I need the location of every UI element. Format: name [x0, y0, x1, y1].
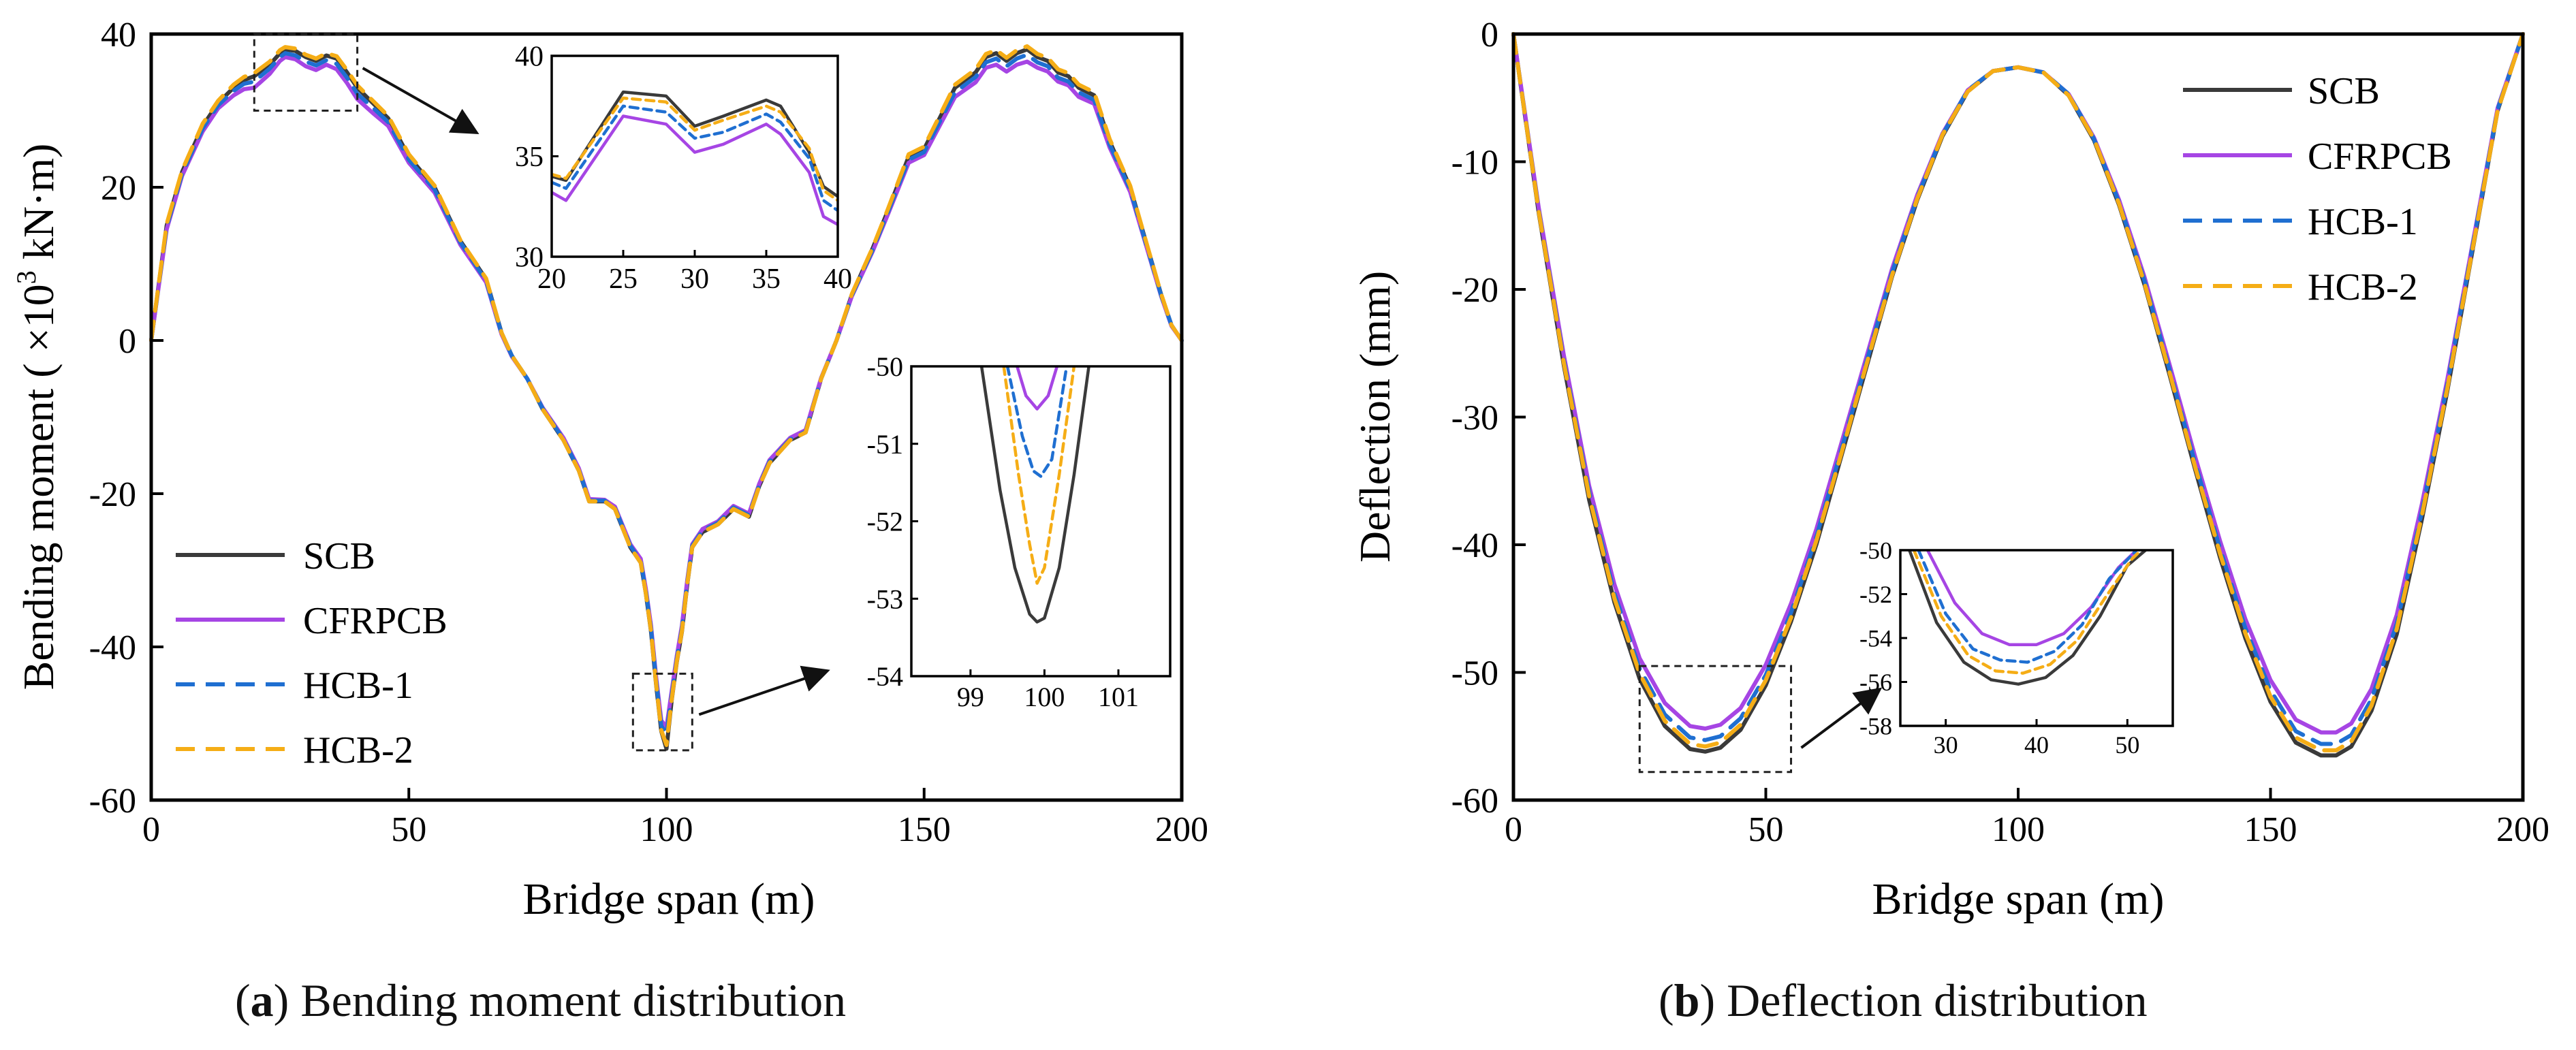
- chart-a-inset-trough-y-tick-label: -53: [867, 584, 903, 614]
- chart-b-inset-trough-x-tick-label: 50: [2115, 731, 2139, 759]
- chart-b-y-tick-label: 0: [1481, 16, 1498, 54]
- chart-b-x-tick-label: 0: [1505, 810, 1522, 849]
- chart-b-inset-trough-x-tick-label: 30: [1934, 731, 1958, 759]
- chart-b-y-tick-label: -10: [1451, 144, 1498, 182]
- chart-a-y-label: Bending moment ( ×103 kN·m): [11, 144, 63, 690]
- chart-a-inset-trough-y-tick-label: -51: [867, 429, 903, 460]
- caption-b: (b) Deflection distribution: [1659, 974, 2148, 1026]
- chart-b-hcb-2-line: [1511, 32, 2525, 752]
- chart-a-inset-peak-background: [552, 56, 838, 257]
- chart-b-x-tick-label: 150: [2244, 810, 2297, 849]
- chart-a-inset-trough-hcb-1-line: [1005, 366, 1069, 478]
- chart-b-y-tick-label: -30: [1451, 399, 1498, 438]
- chart-a-y-tick-label: -20: [89, 475, 136, 514]
- chart-a-y-tick-label: 0: [119, 322, 136, 361]
- chart-b-inset-trough-y-tick-label: -54: [1859, 625, 1892, 652]
- chart-a-x-tick-label: 100: [640, 810, 693, 849]
- chart-a-inset-trough-x-tick-label: 99: [957, 682, 984, 712]
- chart-b-legend-cfrpcb-label: CFRPCB: [2308, 136, 2452, 178]
- chart-a-inset-trough-background: [911, 366, 1170, 676]
- chart-a-inset-trough-y-tick-label: -50: [867, 351, 903, 382]
- chart-b-y-label: Deflection (mm): [1351, 271, 1399, 562]
- chart-b-y-tick-label: -40: [1451, 526, 1498, 565]
- chart-b-x-tick-label: 100: [1992, 810, 2045, 849]
- chart-a-y-label-unit: kN·m): [14, 144, 63, 271]
- chart-a-hcb-2-line: [149, 44, 1184, 747]
- chart-a-y-label-main: Bending moment ( ×10: [14, 284, 63, 690]
- chart-b: 0 50 100 150 200 0 -10 -20 -30 -40 -50 -60 Bridge sp…: [1351, 16, 2549, 924]
- chart-a-inset-trough-x-tick-label: 101: [1098, 682, 1139, 712]
- chart-b-hcb-1-line: [1511, 32, 2525, 746]
- chart-a-x-tick-label: 200: [1155, 810, 1208, 849]
- chart-a-inset-trough-y-tick-label: -54: [867, 661, 903, 692]
- chart-a-inset-peak-x-tick-label: 25: [609, 264, 638, 295]
- chart-b-x-label: Bridge span (m): [1872, 874, 2165, 924]
- chart-a-y-label-superscript: 3: [11, 270, 42, 284]
- caption-a-text: Bending moment distribution: [300, 974, 847, 1026]
- chart-a-inset-trough-arrow: [698, 665, 830, 716]
- chart-a-inset-peak-zoom-box: [253, 33, 359, 112]
- caption-b-letter: b: [1674, 974, 1700, 1026]
- chart-b-inset-trough-y-tick-label: -52: [1859, 581, 1892, 608]
- chart-a-y-tick-label: 20: [101, 169, 136, 208]
- chart-b-inset-trough-arrow: [1800, 687, 1883, 749]
- caption-a-letter: a: [250, 974, 274, 1026]
- chart-a-legend-scb-label: SCB: [303, 535, 375, 577]
- chart-b-y-tick-label: -60: [1451, 782, 1498, 821]
- chart-b-legend-scb-label: SCB: [2308, 70, 2380, 112]
- chart-b-inset-trough-y-tick-label: -50: [1859, 537, 1892, 564]
- chart-a-legend-cfrpcb-label: CFRPCB: [303, 600, 447, 642]
- chart-a-inset-trough-scb-line: [979, 366, 1090, 624]
- chart-a-inset-trough-x-tick-label: 100: [1024, 682, 1065, 712]
- chart-a-y-tick-label: -60: [89, 782, 136, 821]
- chart-a-inset-peak-x-tick-label: 20: [537, 264, 566, 295]
- chart-a-inset-peak-x-tick-label: 30: [680, 264, 709, 295]
- chart-a-inset-trough-cfrpcb-line: [1016, 366, 1059, 411]
- chart-a-inset-peak-cfrpcb-line: [552, 114, 838, 227]
- chart-b-inset-trough-x-tick-label: 40: [2024, 731, 2049, 759]
- chart-a-inset-trough-hcb-2-line: [1002, 366, 1076, 585]
- chart-a-x-tick-label: 0: [142, 810, 160, 849]
- chart-a-x-tick-label: 50: [391, 810, 426, 849]
- chart-a-legend-hcb-1-label: HCB-1: [303, 665, 413, 707]
- chart-b-y-tick-label: -50: [1451, 654, 1498, 693]
- chart-a-inset-peak-y-tick-label: 30: [515, 242, 544, 274]
- chart-a-inset-peak-x-tick-label: 35: [752, 264, 781, 295]
- chart-b-legend-hcb-1-label: HCB-1: [2308, 201, 2418, 243]
- chart-b-y-tick-label: -20: [1451, 271, 1498, 310]
- chart-b-inset-trough-y-tick-label: -58: [1859, 713, 1892, 740]
- chart-a-inset-peak-y-tick-label: 40: [515, 42, 544, 73]
- chart-a-inset-peak-hcb-2-line: [552, 96, 838, 202]
- chart-a-inset-peak-y-tick-label: 35: [515, 142, 544, 173]
- chart-a-inset-peak-hcb-1-line: [552, 104, 838, 212]
- chart-a-inset-trough-zoom-box: [631, 672, 693, 752]
- caption-a: (a) Bending moment distribution: [235, 974, 847, 1026]
- chart-b-inset-trough-zoom-box: [1638, 665, 1793, 774]
- chart-b-inset-trough-hcb-2-line: [1912, 550, 2143, 675]
- chart-b-x-tick-label: 200: [2496, 810, 2549, 849]
- chart-b-legend-hcb-2-label: HCB-2: [2308, 266, 2418, 308]
- chart-a-x-tick-label: 150: [898, 810, 951, 849]
- chart-a-y-tick-label: 40: [101, 16, 136, 54]
- chart-b-inset-trough-scb-line: [1908, 550, 2148, 686]
- chart-a-inset-trough-y-tick-label: -52: [867, 507, 903, 537]
- chart-a-legend-hcb-2-label: HCB-2: [303, 729, 413, 771]
- chart-a-y-tick-label: -40: [89, 629, 136, 667]
- chart-b-x-tick-label: 50: [1748, 810, 1784, 849]
- caption-b-text: Deflection distribution: [1727, 974, 2148, 1026]
- chart-a-x-label: Bridge span (m): [523, 874, 815, 924]
- chart-a-inset-peak-arrow: [362, 67, 480, 134]
- chart-b-inset-trough-hcb-1-line: [1917, 550, 2138, 664]
- chart-a-inset-peak-x-tick-label: 40: [823, 264, 852, 295]
